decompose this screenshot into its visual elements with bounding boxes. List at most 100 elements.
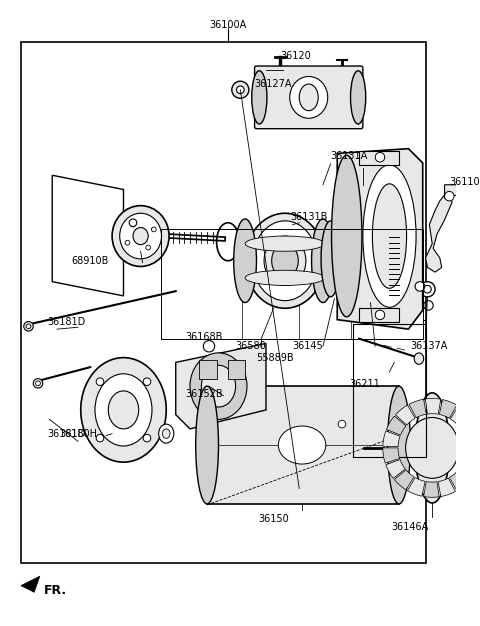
Bar: [21, 43, 426, 563]
Circle shape: [420, 282, 435, 297]
Text: 36580: 36580: [236, 341, 266, 351]
Text: 36120: 36120: [280, 51, 311, 61]
Ellipse shape: [406, 418, 459, 478]
Text: 36150: 36150: [258, 514, 289, 524]
Polygon shape: [359, 308, 399, 322]
Wedge shape: [409, 399, 426, 418]
Circle shape: [96, 378, 104, 386]
Wedge shape: [408, 478, 425, 496]
Polygon shape: [359, 151, 399, 165]
Polygon shape: [444, 185, 460, 198]
Ellipse shape: [264, 236, 306, 285]
Ellipse shape: [382, 228, 401, 300]
Wedge shape: [383, 448, 400, 463]
Bar: [228, 359, 245, 379]
Text: 36211: 36211: [349, 379, 380, 389]
Text: FR.: FR.: [44, 584, 67, 597]
Ellipse shape: [290, 76, 328, 118]
Circle shape: [375, 310, 385, 320]
Bar: [330, 240, 347, 278]
Wedge shape: [449, 471, 469, 491]
Circle shape: [24, 322, 33, 331]
Text: 36131A: 36131A: [331, 151, 368, 162]
Polygon shape: [426, 192, 452, 272]
Bar: [161, 229, 423, 339]
Circle shape: [129, 219, 137, 227]
Ellipse shape: [387, 386, 410, 504]
Ellipse shape: [252, 221, 317, 300]
Circle shape: [143, 378, 151, 386]
Text: 36152B: 36152B: [185, 389, 223, 399]
Text: 68910B: 68910B: [71, 256, 108, 266]
Ellipse shape: [245, 270, 325, 285]
Text: 55889B: 55889B: [257, 352, 294, 362]
Text: 36180H: 36180H: [59, 429, 97, 439]
FancyBboxPatch shape: [254, 66, 363, 129]
Circle shape: [125, 240, 130, 245]
Ellipse shape: [81, 357, 166, 462]
Wedge shape: [424, 481, 439, 497]
Circle shape: [143, 434, 151, 442]
Ellipse shape: [158, 424, 174, 443]
Ellipse shape: [120, 213, 161, 259]
Ellipse shape: [162, 429, 170, 438]
Wedge shape: [439, 399, 457, 418]
Ellipse shape: [332, 155, 362, 317]
Ellipse shape: [312, 219, 335, 302]
Circle shape: [33, 379, 43, 388]
Ellipse shape: [112, 206, 169, 267]
Wedge shape: [459, 418, 479, 436]
Ellipse shape: [321, 221, 340, 297]
Ellipse shape: [133, 227, 148, 245]
Ellipse shape: [357, 227, 384, 302]
Ellipse shape: [376, 227, 403, 302]
Text: 36145: 36145: [293, 341, 324, 351]
Text: 36137A: 36137A: [410, 341, 448, 351]
Wedge shape: [396, 405, 415, 425]
Ellipse shape: [336, 228, 355, 289]
Circle shape: [96, 434, 104, 442]
Circle shape: [204, 341, 215, 352]
Circle shape: [131, 222, 135, 227]
Text: 36100A: 36100A: [209, 20, 247, 30]
Ellipse shape: [414, 353, 424, 364]
Ellipse shape: [234, 219, 256, 302]
Wedge shape: [465, 433, 480, 448]
Wedge shape: [395, 470, 414, 490]
Wedge shape: [464, 449, 480, 464]
Ellipse shape: [299, 84, 318, 111]
Wedge shape: [438, 478, 456, 496]
Ellipse shape: [350, 71, 366, 124]
Wedge shape: [458, 461, 478, 480]
Ellipse shape: [272, 244, 298, 278]
Wedge shape: [383, 431, 400, 447]
Text: 36131B: 36131B: [291, 212, 328, 222]
Bar: [207, 386, 402, 504]
Ellipse shape: [196, 386, 218, 504]
Circle shape: [444, 192, 454, 201]
Circle shape: [151, 227, 156, 232]
Text: 36127A: 36127A: [254, 79, 292, 89]
Ellipse shape: [278, 426, 326, 464]
Ellipse shape: [415, 393, 449, 503]
Bar: [353, 324, 426, 458]
Circle shape: [424, 285, 431, 293]
Wedge shape: [450, 406, 470, 426]
Circle shape: [26, 324, 31, 329]
Bar: [200, 359, 216, 379]
Text: 36168B: 36168B: [185, 332, 223, 342]
Ellipse shape: [95, 374, 152, 446]
Polygon shape: [337, 148, 423, 329]
Ellipse shape: [108, 391, 139, 429]
Wedge shape: [386, 416, 406, 435]
Polygon shape: [176, 344, 266, 429]
Ellipse shape: [252, 71, 267, 124]
Polygon shape: [21, 576, 40, 592]
Ellipse shape: [363, 165, 416, 307]
Wedge shape: [425, 399, 441, 414]
Polygon shape: [52, 175, 123, 296]
Text: 36110: 36110: [449, 177, 480, 187]
Bar: [371, 227, 389, 302]
Ellipse shape: [245, 213, 325, 308]
Circle shape: [415, 282, 425, 291]
